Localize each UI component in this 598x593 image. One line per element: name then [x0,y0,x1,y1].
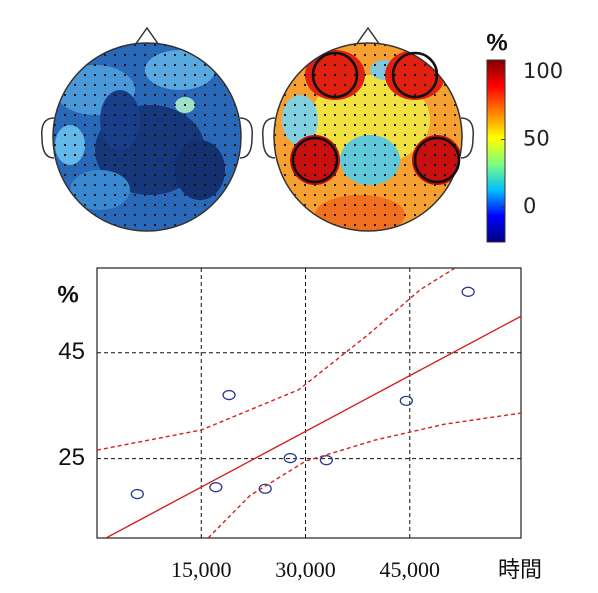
colorbar-label: % [486,29,507,56]
x-tick-label: 15,000 [171,557,232,582]
topomap-right [262,26,474,232]
colorbar-tick-label: 0 [523,194,536,218]
data-point [258,483,272,494]
colorbar-tick-label: 100 [523,59,563,83]
colorbar [486,59,506,243]
x-axis-label: 時間 [498,557,542,582]
plot-area [96,267,522,539]
data-point [222,389,236,401]
x-tick-label: 45,000 [380,557,441,582]
y-tick-label: 25 [58,444,85,471]
data-point [319,455,334,466]
data-point [130,488,144,500]
x-tick-label: 30,000 [275,557,336,582]
confidence-band [97,268,456,451]
colorbar-tick-label: 50 [523,127,550,151]
data-point [461,286,475,297]
confidence-band [207,412,521,538]
y-axis-label: % [57,281,78,308]
regression-line [105,315,521,538]
data-point [209,482,223,493]
data-point [283,452,297,464]
data-point [399,395,413,407]
y-tick-label: 45 [58,338,85,365]
topomap-left [41,26,253,232]
